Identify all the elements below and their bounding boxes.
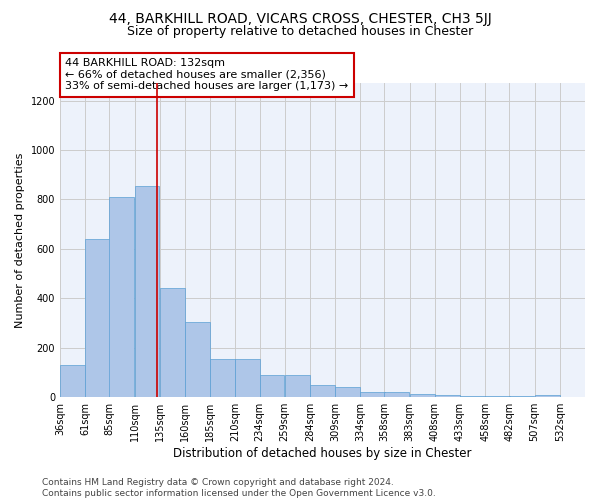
Bar — [160, 288, 185, 397]
Bar — [210, 359, 235, 397]
Bar — [509, 396, 535, 397]
Bar — [410, 394, 434, 397]
Bar — [260, 375, 284, 397]
Bar — [185, 322, 210, 397]
Bar — [285, 375, 310, 397]
Bar — [134, 186, 160, 397]
Bar — [460, 396, 485, 397]
X-axis label: Distribution of detached houses by size in Chester: Distribution of detached houses by size … — [173, 447, 472, 460]
Bar — [485, 396, 510, 397]
Bar — [60, 365, 85, 397]
Text: Contains HM Land Registry data © Crown copyright and database right 2024.
Contai: Contains HM Land Registry data © Crown c… — [42, 478, 436, 498]
Text: 44 BARKHILL ROAD: 132sqm
← 66% of detached houses are smaller (2,356)
33% of sem: 44 BARKHILL ROAD: 132sqm ← 66% of detach… — [65, 58, 349, 92]
Y-axis label: Number of detached properties: Number of detached properties — [15, 152, 25, 328]
Text: Size of property relative to detached houses in Chester: Size of property relative to detached ho… — [127, 25, 473, 38]
Bar — [109, 197, 134, 397]
Bar — [385, 392, 409, 397]
Bar — [435, 394, 460, 397]
Bar — [535, 394, 560, 397]
Bar — [361, 392, 385, 397]
Text: 44, BARKHILL ROAD, VICARS CROSS, CHESTER, CH3 5JJ: 44, BARKHILL ROAD, VICARS CROSS, CHESTER… — [109, 12, 491, 26]
Bar — [235, 359, 260, 397]
Bar — [335, 388, 360, 397]
Bar — [85, 239, 110, 397]
Bar — [310, 385, 335, 397]
